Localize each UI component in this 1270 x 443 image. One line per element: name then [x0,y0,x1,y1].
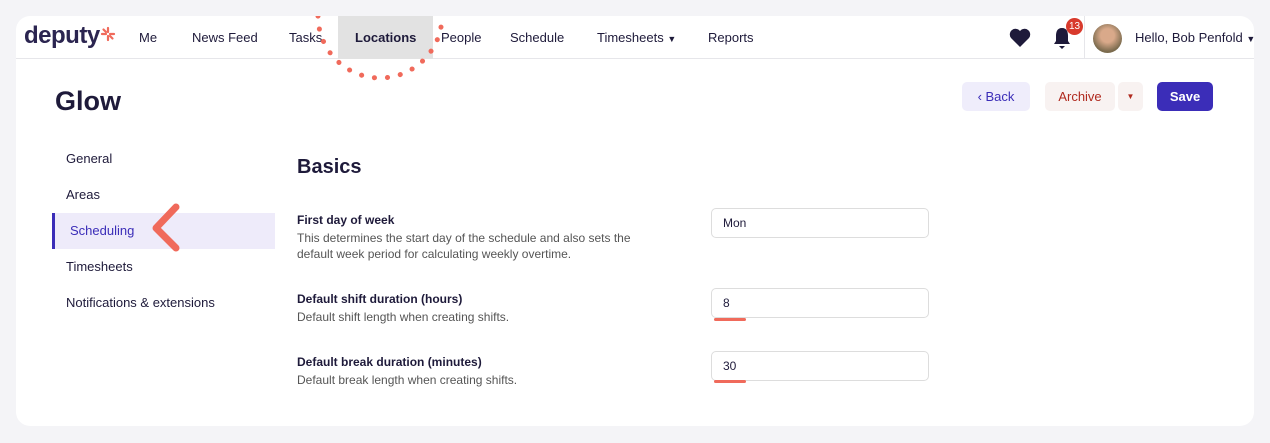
sidebar-item-notifications[interactable]: Notifications & extensions [66,295,215,310]
page-title: Glow [55,86,121,116]
sidebar-item-general[interactable]: General [66,151,113,166]
sidebar-item-timesheets[interactable]: Timesheets [66,259,133,274]
nav-schedule[interactable]: Schedule [510,30,565,45]
nav-reports[interactable]: Reports [708,30,754,45]
archive-dropdown-button[interactable]: ▼ [1118,82,1143,111]
highlight-underline [714,380,746,383]
section-title: Basics [297,156,362,178]
nav-people[interactable]: People [441,30,482,45]
nav-tasks[interactable]: Tasks [289,30,323,45]
top-nav: deputy Me News Feed Tasks Locations Peop… [16,16,1254,59]
back-button[interactable]: ‹ Back [962,82,1030,111]
nav-timesheets-label: Timesheets [597,30,664,45]
logo-mark-icon [100,26,115,42]
caret-down-icon: ▼ [1246,34,1254,44]
logo-text: deputy [24,22,100,49]
back-label: Back [985,89,1015,104]
bell-icon[interactable] [1052,27,1072,49]
divider [1084,16,1085,59]
highlight-circle [315,16,445,81]
field-description: Default break length when creating shift… [297,373,518,387]
break-duration-input[interactable] [711,351,929,381]
save-button[interactable]: Save [1157,82,1213,111]
field-description: This determines the start day of the sch… [297,231,631,261]
app-window: deputy Me News Feed Tasks Locations Peop… [16,16,1254,426]
nav-news-feed[interactable]: News Feed [192,30,258,45]
highlight-underline [714,318,746,321]
field-label: Default shift duration (hours) [297,292,463,306]
nav-me[interactable]: Me [139,30,158,45]
field-label: Default break duration (minutes) [297,355,482,369]
shift-duration-input[interactable] [711,288,929,318]
avatar[interactable] [1093,24,1122,53]
highlight-arrow [152,203,180,252]
heart-icon[interactable] [1009,28,1031,48]
nav-locations[interactable]: Locations [338,16,434,59]
archive-button[interactable]: Archive [1045,82,1115,111]
greeting: Hello, Bob Penfold [1135,30,1243,45]
deputy-logo[interactable]: deputy [24,22,116,50]
field-description: Default shift length when creating shift… [297,310,510,324]
notification-badge: 13 [1066,18,1083,35]
user-menu[interactable]: Hello, Bob Penfold ▼ [1135,16,1254,59]
first-day-of-week-select[interactable] [711,208,929,238]
nav-timesheets[interactable]: Timesheets ▼ [597,16,676,59]
caret-down-icon: ▼ [667,34,677,44]
sidebar-item-areas[interactable]: Areas [66,187,100,202]
field-label: First day of week [297,213,395,227]
